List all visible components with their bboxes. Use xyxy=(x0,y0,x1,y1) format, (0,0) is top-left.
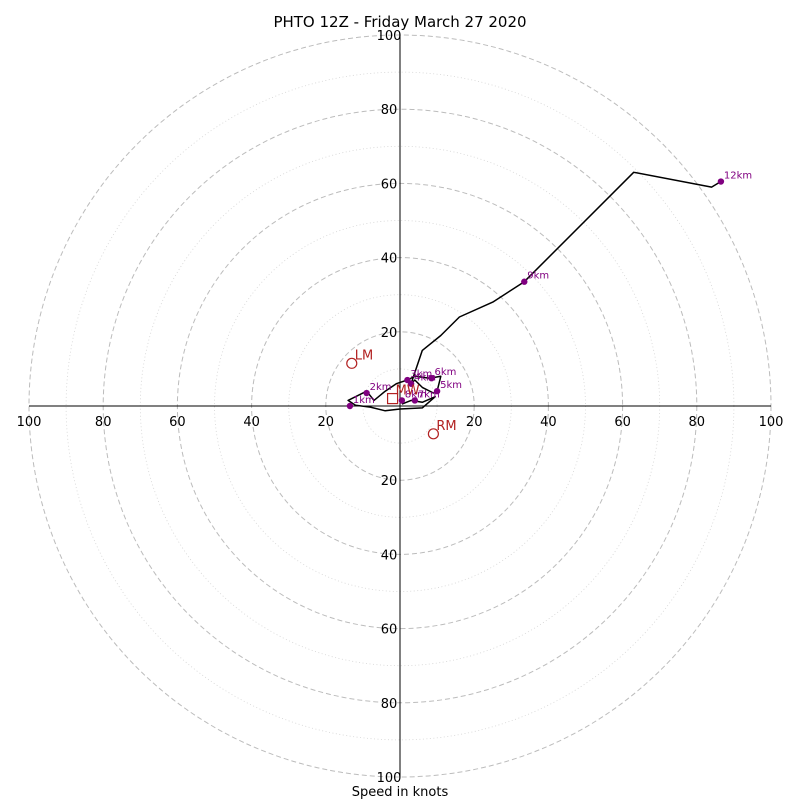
height-point xyxy=(433,387,441,395)
tick-label: 60 xyxy=(381,177,398,192)
tick-label: 40 xyxy=(381,252,398,267)
tick-label: 20 xyxy=(466,415,483,430)
tick-labels: 20 20 20 20 40 40 40 40 60 60 60 60 80 80 80 80 100 100 10… xyxy=(17,29,784,786)
tick-label: 20 xyxy=(381,474,398,489)
height-point xyxy=(411,397,419,404)
tick-label: 80 xyxy=(689,415,706,430)
tick-label: 100 xyxy=(377,29,402,44)
tick-label: 40 xyxy=(381,548,398,563)
tick-label: 80 xyxy=(95,415,112,430)
height-label: 5km xyxy=(440,380,462,391)
chart-title: PHTO 12Z - Friday March 27 2020 xyxy=(273,13,526,31)
tick-label: 60 xyxy=(381,623,398,638)
tick-label: 100 xyxy=(17,415,42,430)
axes xyxy=(29,35,771,777)
height-point xyxy=(407,380,415,387)
storm-motion-label: LM xyxy=(355,348,373,363)
height-label: 7km xyxy=(418,389,440,400)
height-point xyxy=(363,389,370,397)
height-label: 12km xyxy=(724,171,752,182)
tick-label: 60 xyxy=(614,415,631,430)
storm-motion-label: MW xyxy=(396,384,420,399)
height-label: 1km xyxy=(353,395,375,406)
tick-label: 20 xyxy=(318,415,335,430)
hodograph-trace xyxy=(347,171,722,412)
mean-wind-marker xyxy=(386,392,399,405)
height-point xyxy=(398,397,406,404)
tick-label: 20 xyxy=(381,326,398,341)
height-point xyxy=(428,374,435,382)
tick-label: 40 xyxy=(243,415,260,430)
tick-label: 100 xyxy=(759,415,784,430)
tick-label: 40 xyxy=(540,415,557,430)
height-label: 2km xyxy=(370,382,392,393)
tick-label: 80 xyxy=(381,103,398,118)
height-point xyxy=(346,402,354,410)
height-label: 4km xyxy=(414,373,436,384)
storm-motion-label: RM xyxy=(436,419,456,434)
storm-motion-markers: LM RM MW xyxy=(346,348,457,440)
height-label: 3km xyxy=(410,369,432,380)
storm-motion-marker xyxy=(427,428,439,440)
x-axis-label: Speed in knots xyxy=(352,785,449,800)
height-label: 8km xyxy=(405,389,427,400)
tick-label: 60 xyxy=(169,415,186,430)
height-label: 9km xyxy=(527,271,549,282)
tick-label: 80 xyxy=(381,697,398,712)
storm-motion-marker xyxy=(346,357,358,369)
wind-trace xyxy=(347,171,722,412)
height-point xyxy=(521,278,528,285)
height-point xyxy=(717,178,725,185)
height-label: 6km xyxy=(435,367,457,378)
tick-label: 100 xyxy=(377,771,402,786)
